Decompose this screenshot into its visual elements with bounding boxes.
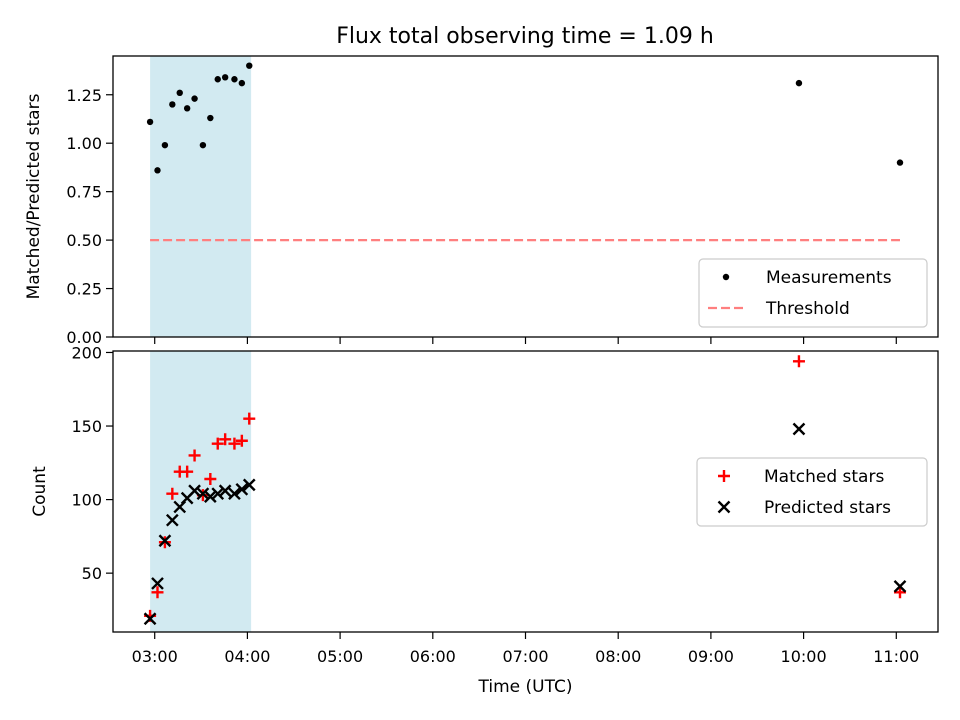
matched-star-point	[211, 437, 224, 450]
predicted-star-point	[151, 577, 164, 590]
measurement-point	[176, 89, 183, 97]
x-tick-label: 07:00	[502, 647, 548, 666]
legend-label: Predicted stars	[764, 498, 891, 518]
matched-star-point	[166, 487, 179, 500]
measurement-point	[214, 76, 221, 83]
y-tick-label: 1.25	[66, 86, 102, 105]
y-tick-label: 1.00	[66, 134, 102, 153]
x-tick-label: 11:00	[873, 647, 919, 666]
chart-title: Flux total observing time = 1.09 h	[336, 24, 714, 49]
predicted-star-point	[143, 612, 157, 626]
measurement-point	[221, 74, 229, 81]
matched-star-point	[181, 465, 194, 478]
y-tick-label: 100	[71, 491, 102, 510]
legend-label: Measurements	[766, 268, 892, 288]
predicted-star-point	[165, 513, 179, 527]
predicted-star-point	[188, 484, 201, 498]
x-tick-label: 06:00	[410, 647, 456, 666]
predicted-star-point	[242, 478, 256, 492]
y-axis-label: Matched/Predicted stars	[24, 93, 44, 299]
ratio-panel: 0.00 0.25 0.50 0.75 1.00 1.25 Matched/Predicte…	[24, 55, 939, 347]
predicted-star-point	[203, 490, 217, 503]
matched-star-point	[893, 586, 906, 599]
y-tick-label: 0.00	[66, 328, 102, 347]
measurement-point	[183, 105, 191, 112]
y-tick-label: 50	[82, 564, 102, 583]
matched-star-point	[792, 355, 805, 368]
legend-marker	[722, 273, 730, 281]
y-tick-label: 200	[71, 343, 102, 362]
count-panel: 50 100 150 200 03:00 04:00 05:00 06:00 07:00 08:0…	[30, 343, 939, 697]
y-tick-label: 0.50	[66, 231, 102, 250]
measurement-point	[154, 167, 161, 174]
measurement-point	[191, 95, 198, 102]
axes-frame	[112, 350, 939, 633]
x-tick-label: 10:00	[781, 647, 827, 666]
axes-frame	[112, 55, 939, 338]
predicted-star-point	[792, 422, 806, 436]
legend-marker	[717, 500, 731, 514]
legend-label: Threshold	[765, 299, 850, 319]
y-tick-label: 150	[71, 417, 102, 436]
predicted-star-point	[211, 487, 225, 501]
matched-star-point	[204, 472, 217, 485]
matched-star-point	[188, 449, 201, 462]
predicted-star-point	[893, 580, 907, 593]
measurement-point	[199, 141, 207, 149]
measurement-point	[231, 76, 238, 83]
predicted-star-point	[235, 482, 249, 496]
legend-label: Matched stars	[764, 467, 884, 487]
measurement-point	[896, 159, 904, 166]
x-tick-label: 05:00	[317, 647, 363, 666]
measurement-point	[238, 79, 246, 87]
matched-star-point	[235, 434, 248, 447]
observing-window-shade	[150, 56, 252, 337]
measurement-point	[207, 114, 214, 122]
x-axis-label: Time (UTC)	[478, 677, 573, 697]
x-tick-label: 09:00	[688, 647, 734, 666]
matched-star-point	[151, 586, 164, 599]
matched-star-point	[228, 437, 241, 450]
y-tick-label: 0.75	[66, 183, 102, 202]
predicted-star-point	[218, 484, 232, 498]
matched-star-point	[219, 433, 232, 446]
predicted-star-point	[228, 487, 241, 501]
y-axis-label: Count	[30, 466, 50, 517]
y-tick-label: 0.25	[66, 280, 102, 299]
legend-box	[696, 457, 928, 527]
x-tick-label: 08:00	[595, 647, 641, 666]
legend-marker	[718, 470, 730, 482]
x-tick-label: 04:00	[224, 647, 270, 666]
measurement-point	[795, 79, 803, 87]
predicted-star-point	[196, 487, 210, 501]
x-tick-label: 03:00	[132, 647, 178, 666]
measurement-point	[169, 101, 176, 108]
matched-star-point	[243, 412, 256, 425]
measurement-point	[146, 118, 154, 126]
measurement-point	[246, 62, 253, 69]
predicted-star-point	[158, 534, 172, 548]
measurement-point	[161, 141, 169, 149]
legend-box	[698, 258, 928, 328]
